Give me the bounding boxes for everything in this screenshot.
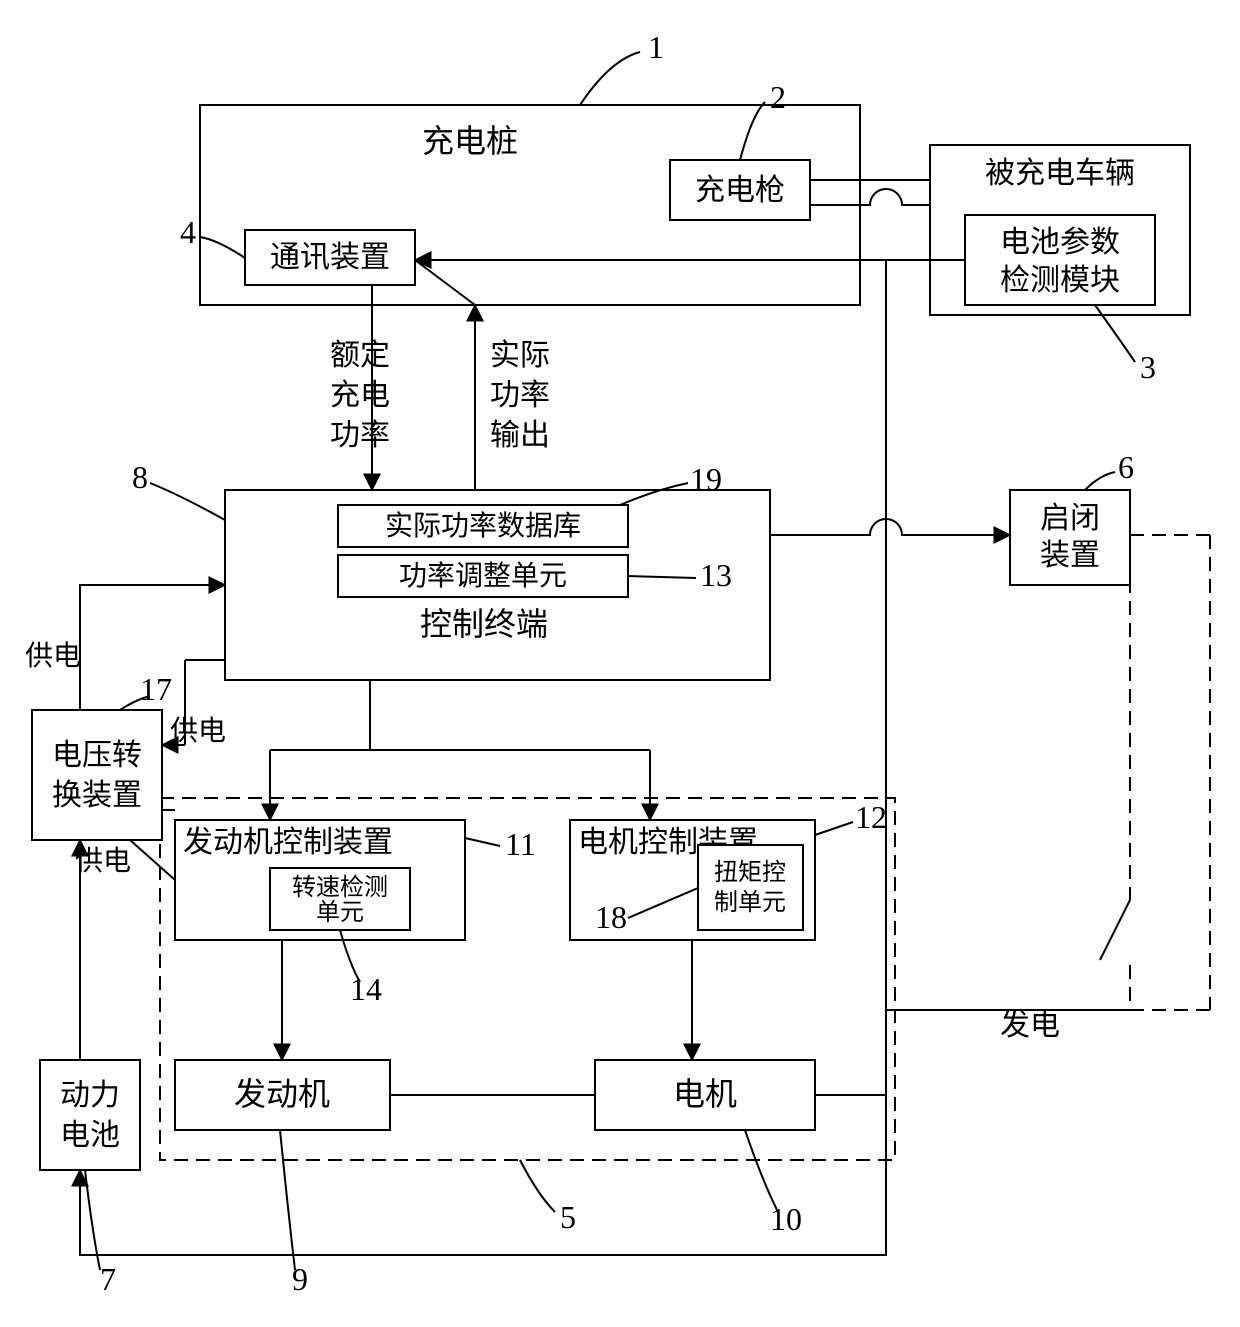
svg-text:9: 9 bbox=[292, 1261, 308, 1297]
edge-8-to-6 bbox=[770, 519, 1010, 535]
label-rated-1: 额定 bbox=[330, 339, 390, 372]
label-rated-3: 功率 bbox=[330, 419, 390, 452]
label-actual-power-db: 实际功率数据库 bbox=[385, 510, 581, 542]
label-battery-param-1: 电池参数 bbox=[1000, 226, 1120, 259]
label-charged-vehicle: 被充电车辆 bbox=[985, 157, 1135, 190]
label-voltage-2: 换装置 bbox=[52, 779, 142, 812]
label-torque-2: 制单元 bbox=[714, 889, 786, 916]
edge-17-to-11b bbox=[130, 840, 175, 880]
label-power-adjust: 功率调整单元 bbox=[399, 560, 567, 592]
label-supply-2: 供电 bbox=[170, 715, 226, 747]
label-supply-3: 供电 bbox=[75, 845, 131, 877]
svg-text:6: 6 bbox=[1118, 449, 1134, 485]
svg-text:17: 17 bbox=[140, 671, 172, 707]
box-voltage-conv bbox=[32, 710, 162, 840]
svg-text:19: 19 bbox=[690, 461, 722, 497]
label-switch-1: 启闭 bbox=[1040, 502, 1100, 535]
label-speed-2: 单元 bbox=[316, 899, 364, 926]
svg-text:5: 5 bbox=[560, 1199, 576, 1235]
svg-text:10: 10 bbox=[770, 1201, 802, 1237]
label-comm: 通讯装置 bbox=[270, 241, 390, 274]
svg-text:18: 18 bbox=[595, 899, 627, 935]
svg-text:2: 2 bbox=[770, 79, 786, 115]
svg-text:8: 8 bbox=[132, 459, 148, 495]
label-actual-3: 输出 bbox=[490, 419, 550, 452]
label-charging-gun: 充电枪 bbox=[695, 174, 785, 207]
svg-text:4: 4 bbox=[180, 214, 196, 250]
svg-text:14: 14 bbox=[350, 971, 382, 1007]
label-engine-ctrl: 发动机控制装置 bbox=[183, 826, 393, 859]
svg-text:1: 1 bbox=[648, 29, 664, 65]
label-motor: 电机 bbox=[673, 1076, 737, 1112]
label-control-terminal: 控制终端 bbox=[420, 606, 548, 642]
label-voltage-1: 电压转 bbox=[52, 739, 142, 772]
box-power-battery bbox=[40, 1060, 140, 1170]
svg-text:3: 3 bbox=[1140, 349, 1156, 385]
label-battery-1: 动力 bbox=[60, 1079, 120, 1112]
svg-text:12: 12 bbox=[855, 799, 887, 835]
label-speed-1: 转速检测 bbox=[292, 874, 388, 901]
label-gen: 发电 bbox=[1000, 1009, 1060, 1042]
label-actual-1: 实际 bbox=[490, 339, 550, 372]
label-battery-2: 电池 bbox=[60, 1119, 120, 1152]
label-rated-2: 充电 bbox=[330, 379, 390, 412]
svg-text:11: 11 bbox=[505, 826, 536, 862]
label-engine: 发动机 bbox=[234, 1076, 330, 1112]
label-switch-2: 装置 bbox=[1040, 539, 1100, 572]
svg-text:13: 13 bbox=[700, 557, 732, 593]
label-actual-2: 功率 bbox=[490, 379, 550, 412]
label-charging-pile: 充电桩 bbox=[422, 123, 518, 159]
label-supply-1: 供电 bbox=[25, 640, 81, 672]
box-torque-ctrl bbox=[698, 845, 803, 930]
edge-6-dash-sw-open bbox=[1100, 900, 1130, 960]
label-battery-param-2: 检测模块 bbox=[1000, 264, 1120, 297]
label-torque-1: 扭矩控 bbox=[714, 859, 786, 886]
svg-text:7: 7 bbox=[100, 1261, 116, 1297]
